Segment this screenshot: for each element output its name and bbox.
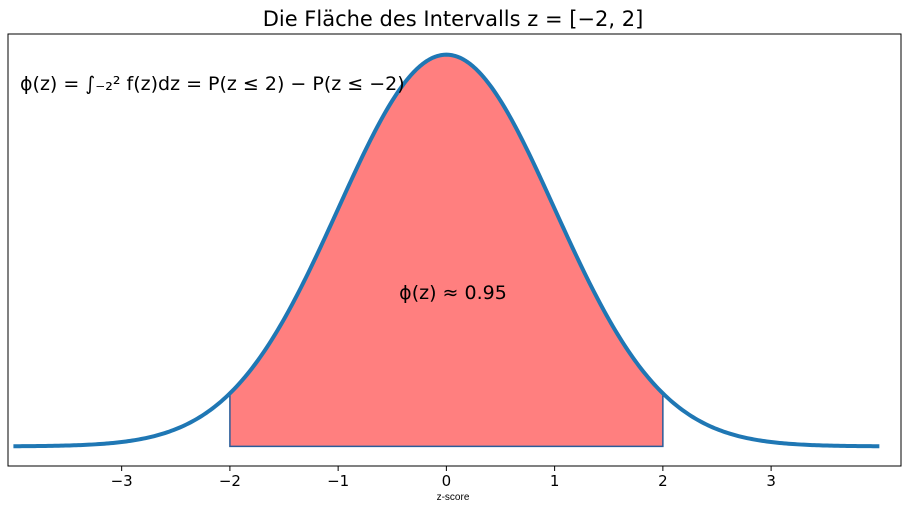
x-tick-label: −1 (327, 472, 349, 490)
x-axis-label: z-score (437, 492, 470, 503)
plot-area-frame (7, 33, 902, 467)
x-tick-label: 3 (766, 472, 776, 490)
chart-title: Die Fläche des Intervalls z = [−2, 2] (263, 7, 644, 31)
x-tick-label: −2 (219, 472, 241, 490)
shaded-area-group (229, 53, 664, 448)
x-tick-label: −3 (111, 472, 133, 490)
curve-group (13, 52, 880, 449)
x-tick-label: 2 (658, 472, 668, 490)
integral-formula: ϕ(z) = ∫₋₂² f(z)dz = P(z ≤ 2) − P(z ≤ −2… (20, 73, 405, 95)
shaded-interval-area (229, 53, 664, 448)
x-axis-ticks: −3 −2 −1 0 1 2 3 (111, 466, 776, 490)
x-tick-label: 1 (550, 472, 560, 490)
normal-pdf-curve (13, 52, 880, 449)
x-tick-label: 0 (442, 472, 452, 490)
area-value-label: ϕ(z) ≈ 0.95 (399, 282, 507, 304)
